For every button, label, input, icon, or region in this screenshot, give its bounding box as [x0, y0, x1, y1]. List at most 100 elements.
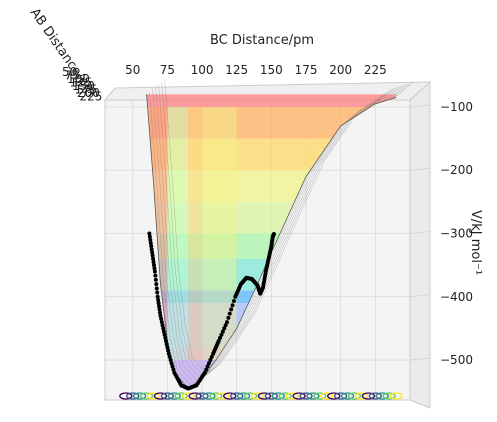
trajectory-point — [170, 364, 175, 369]
y-tick-label: 200 — [77, 86, 100, 100]
surface-band — [146, 94, 397, 107]
trajectory-point — [163, 335, 168, 340]
y-tick-label: 125 — [70, 76, 93, 90]
trajectory-point — [147, 231, 152, 236]
trajectory-point — [226, 315, 231, 320]
trajectory-point — [227, 311, 232, 316]
z-tick-label: −500 — [440, 353, 473, 367]
surface-mesh-line — [164, 79, 415, 374]
trajectory-point — [154, 286, 159, 291]
y-tick-label: 75 — [65, 69, 80, 83]
trajectory-point — [148, 241, 153, 245]
trajectory-point — [157, 310, 162, 315]
y-tick-label: 175 — [75, 83, 98, 97]
surface-mesh-line — [155, 86, 406, 382]
trajectory-point — [159, 320, 164, 325]
trajectory-point — [219, 332, 224, 337]
z-tick-labels: −100 −200 −300 −400 −500 — [440, 100, 473, 367]
trajectory-point — [229, 307, 234, 312]
z-tick-label: −100 — [440, 100, 473, 114]
surface-mesh-line — [158, 84, 409, 379]
trajectory-point — [162, 332, 167, 337]
surface-wireframe — [146, 79, 415, 390]
trajectory-point — [218, 335, 223, 340]
trajectory-point — [155, 294, 160, 299]
surface-strip — [202, 106, 237, 361]
trajectory-point — [157, 304, 162, 309]
trajectory-point — [165, 345, 170, 350]
x-tick-label: 100 — [191, 63, 214, 77]
surface-profile-line — [146, 94, 397, 390]
trajectory-point — [149, 244, 154, 249]
trajectory-series — [147, 231, 276, 391]
trajectory-point — [167, 354, 172, 359]
trajectory-point — [222, 326, 227, 331]
trajectory-point — [156, 301, 161, 306]
trajectory-point — [169, 361, 174, 366]
trajectory-point — [202, 370, 207, 375]
contour-floor — [119, 392, 403, 400]
y-axis-label: AB Distance/pm — [27, 6, 99, 100]
trajectory-point — [151, 263, 156, 268]
surface-mesh-line — [149, 91, 400, 387]
trajectory-point — [216, 339, 221, 344]
z-tick-label: −200 — [440, 163, 473, 177]
x-tick-label: 50 — [125, 63, 140, 77]
x-tick-labels: 50 75 100 125 150 175 200 225 — [125, 63, 387, 77]
y-tick-label: 150 — [72, 79, 95, 93]
x-tick-label: 175 — [295, 63, 318, 77]
y-tick-label: 225 — [80, 90, 103, 104]
trajectory-point — [166, 351, 171, 356]
x-axis-label: BC Distance/pm — [210, 33, 314, 48]
trajectory-point — [147, 234, 152, 239]
x-tick-label: 75 — [160, 63, 175, 77]
trajectory-point — [223, 323, 228, 328]
trajectory-point — [225, 320, 229, 325]
trajectory-point — [220, 329, 225, 334]
trajectory-point — [231, 298, 236, 303]
trajectory-point — [152, 269, 157, 274]
surface-strip — [188, 106, 203, 361]
trajectory-point — [151, 256, 156, 261]
trajectory-point — [158, 313, 163, 318]
trajectory-point — [164, 339, 168, 344]
y-tick-label: 100 — [67, 72, 90, 86]
trajectory-point — [151, 259, 156, 264]
surface-mesh-line — [161, 81, 412, 377]
trajectory-point — [164, 342, 169, 347]
x-tick-label: 200 — [329, 63, 352, 77]
trajectory-point — [149, 247, 154, 252]
trajectory-point — [152, 266, 157, 271]
z-axis-label: V/kJ mol⁻¹ — [468, 210, 483, 275]
trajectory-point — [148, 237, 153, 242]
x-tick-label: 225 — [364, 63, 387, 77]
x-tick-label: 125 — [225, 63, 248, 77]
surface-mesh-line — [152, 89, 403, 384]
trajectory-point — [161, 329, 166, 334]
trajectory-point — [160, 323, 165, 328]
trajectory-point — [153, 277, 158, 282]
y-tick-label: 50 — [62, 65, 77, 79]
x-tick-label: 150 — [260, 63, 283, 77]
trajectory-point — [150, 250, 155, 255]
trajectory-point — [159, 316, 164, 321]
z-tick-label: −300 — [440, 227, 473, 241]
trajectory-point — [204, 367, 209, 372]
trajectory-point — [156, 297, 161, 302]
trajectory-point — [271, 232, 276, 237]
trajectory-point — [171, 367, 176, 372]
trajectory-point — [154, 282, 159, 287]
surface-strip — [167, 106, 189, 361]
trajectory-point — [168, 358, 173, 363]
trajectory-point — [161, 326, 166, 331]
trajectory-point — [150, 253, 155, 258]
z-tick-label: −400 — [440, 290, 473, 304]
trajectory-point — [153, 273, 158, 278]
trajectory-point — [157, 307, 162, 312]
trajectory-point — [205, 364, 210, 369]
trajectory-point — [209, 354, 214, 359]
trajectory-point — [166, 348, 171, 353]
trajectory-point — [155, 290, 160, 295]
